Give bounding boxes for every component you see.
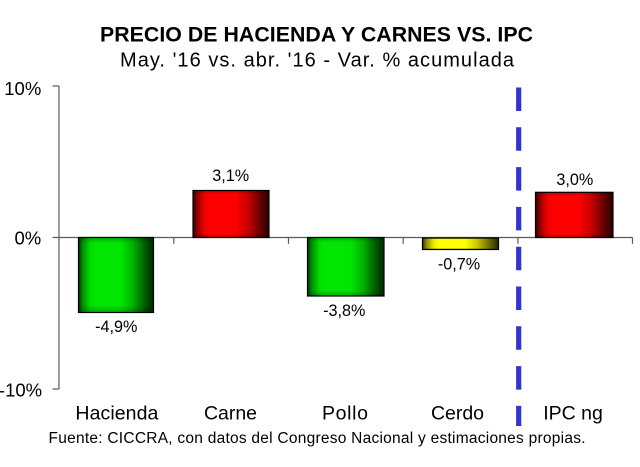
svg-text:IPC ng: IPC ng (543, 402, 603, 424)
svg-text:Pollo: Pollo (322, 402, 368, 424)
svg-text:0%: 0% (14, 228, 41, 249)
svg-text:3,1%: 3,1% (212, 167, 249, 185)
svg-text:-10%: -10% (0, 379, 42, 400)
svg-text:May. '16 vs. abr. '16 - Var. %: May. '16 vs. abr. '16 - Var. % acumulada (120, 50, 515, 72)
svg-text:10%: 10% (4, 78, 41, 99)
svg-text:-4,9%: -4,9% (95, 318, 137, 336)
svg-text:-3,8%: -3,8% (323, 302, 365, 320)
svg-text:PRECIO DE HACIENDA Y CARNES VS: PRECIO DE HACIENDA Y CARNES VS. IPC (100, 23, 533, 47)
svg-text:Fuente: CICCRA, con datos del: Fuente: CICCRA, con datos del Congreso N… (49, 430, 586, 447)
svg-text:Cerdo: Cerdo (431, 402, 484, 424)
svg-text:Hacienda: Hacienda (75, 402, 158, 424)
svg-text:3,0%: 3,0% (556, 171, 593, 189)
svg-text:Carne: Carne (204, 402, 257, 424)
svg-text:-0,7%: -0,7% (438, 255, 480, 273)
